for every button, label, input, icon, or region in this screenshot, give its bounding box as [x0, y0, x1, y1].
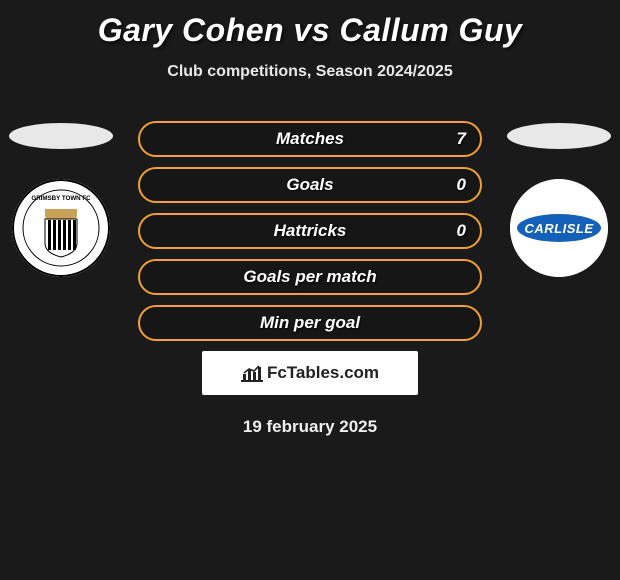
stat-row: Goals per match	[138, 259, 482, 295]
branding-box: FcTables.com	[202, 351, 418, 395]
stat-value-right: 7	[457, 129, 466, 149]
player-right-club-badge: CARLISLE	[510, 179, 608, 277]
player-left-avatar-placeholder	[9, 123, 113, 149]
player-right-column: CARLISLE	[504, 121, 614, 277]
footer-date: 19 february 2025	[0, 417, 620, 437]
branding-text: FcTables.com	[267, 363, 379, 383]
branding-chart-icon	[241, 364, 263, 382]
player-left-column: GRIMSBY TOWN FC	[6, 121, 116, 277]
stat-row: Goals0	[138, 167, 482, 203]
svg-text:CARLISLE: CARLISLE	[525, 221, 594, 236]
stat-row: Min per goal	[138, 305, 482, 341]
comparison-area: GRIMSBY TOWN FC CARLISLE Matches7Goals0H…	[0, 121, 620, 437]
stat-row: Hattricks0	[138, 213, 482, 249]
svg-text:GRIMSBY TOWN FC: GRIMSBY TOWN FC	[31, 195, 91, 202]
stat-value-right: 0	[457, 221, 466, 241]
branding-label: FcTables.com	[241, 363, 379, 383]
stats-list: Matches7Goals0Hattricks0Goals per matchM…	[138, 121, 482, 341]
stat-label: Goals	[140, 175, 480, 195]
stat-row: Matches7	[138, 121, 482, 157]
stat-label: Min per goal	[140, 313, 480, 333]
stat-value-right: 0	[457, 175, 466, 195]
stat-label: Matches	[140, 129, 480, 149]
player-left-club-badge: GRIMSBY TOWN FC	[12, 179, 110, 277]
stat-label: Hattricks	[140, 221, 480, 241]
page-title: Gary Cohen vs Callum Guy	[0, 0, 620, 49]
player-right-avatar-placeholder	[507, 123, 611, 149]
page-subtitle: Club competitions, Season 2024/2025	[0, 63, 620, 81]
stat-label: Goals per match	[140, 267, 480, 287]
